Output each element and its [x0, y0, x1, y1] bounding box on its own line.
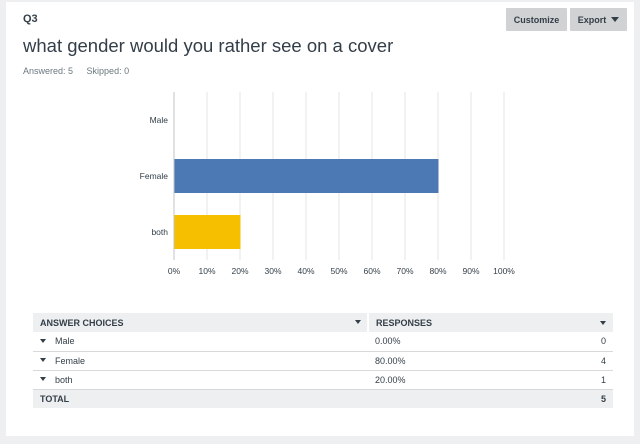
response-percent: 0.00% — [368, 332, 553, 352]
response-count: 0 — [553, 332, 613, 352]
table-header-row: ANSWER CHOICES RESPONSES — [33, 313, 613, 332]
question-number: Q3 — [23, 13, 38, 25]
sort-caret-icon — [600, 320, 606, 325]
x-tick-label: 20% — [231, 266, 248, 276]
total-label: TOTAL — [33, 389, 368, 408]
skipped-count: Skipped: 0 — [86, 66, 130, 76]
customize-label: Customize — [513, 14, 560, 25]
x-tick-label: 60% — [363, 266, 380, 276]
responses-header[interactable]: RESPONSES — [368, 313, 613, 332]
export-label: Export — [577, 14, 607, 25]
x-tick-label: 40% — [297, 266, 314, 276]
answer-choices-header-label: ANSWER CHOICES — [40, 317, 124, 328]
x-tick-label: 80% — [429, 266, 446, 276]
bar-female[interactable] — [174, 159, 439, 193]
response-percent: 20.00% — [368, 370, 553, 390]
question-card: Q3 what gender would you rather see on a… — [6, 2, 634, 436]
question-title: what gender would you rather see on a co… — [23, 35, 394, 56]
x-tick-label: 70% — [396, 266, 413, 276]
expand-caret-icon[interactable] — [40, 358, 46, 363]
sort-caret-icon — [355, 320, 361, 324]
total-count: 5 — [553, 389, 613, 408]
responses-table: ANSWER CHOICES RESPONSES Male 0.00% 0 Fe… — [33, 313, 613, 408]
bar-chart: 0% 10% 20% 30% 40% 50% 60% 70% 80% 90% 100% Male Fem… — [140, 92, 515, 276]
x-tick-label: 30% — [264, 266, 281, 276]
bar-both[interactable] — [174, 215, 241, 249]
export-button[interactable]: Export — [570, 8, 627, 31]
answer-cell: both — [33, 370, 368, 390]
customize-button[interactable]: Customize — [506, 8, 567, 31]
category-label: Female — [140, 171, 169, 181]
answer-cell: Female — [33, 351, 368, 371]
chevron-down-icon — [611, 17, 620, 22]
answer-label: Female — [55, 355, 86, 366]
table-row: Female 80.00% 4 — [33, 351, 613, 371]
total-percent-cell — [368, 389, 553, 408]
x-tick-label: 0% — [168, 266, 181, 276]
x-tick-label: 10% — [198, 266, 215, 276]
table-total-row: TOTAL 5 — [33, 389, 613, 408]
response-percent: 80.00% — [368, 351, 553, 371]
x-tick-label: 100% — [493, 266, 515, 276]
x-tick-label: 90% — [462, 266, 479, 276]
answer-choices-header[interactable]: ANSWER CHOICES — [33, 313, 369, 332]
expand-caret-icon[interactable] — [40, 338, 46, 343]
table-row: both 20.00% 1 — [33, 370, 613, 390]
answer-cell: Male — [33, 332, 368, 352]
answer-label: both — [55, 374, 73, 385]
response-stats: Answered: 5 Skipped: 0 — [23, 66, 129, 76]
responses-header-label: RESPONSES — [376, 317, 433, 328]
response-count: 1 — [553, 370, 613, 390]
x-tick-label: 50% — [330, 266, 347, 276]
answer-label: Male — [55, 336, 75, 347]
category-label: both — [151, 227, 168, 237]
expand-caret-icon[interactable] — [40, 377, 46, 382]
answered-count: Answered: 5 — [23, 66, 74, 76]
response-count: 4 — [553, 351, 613, 371]
category-label: Male — [150, 115, 169, 125]
table-row: Male 0.00% 0 — [33, 332, 613, 352]
